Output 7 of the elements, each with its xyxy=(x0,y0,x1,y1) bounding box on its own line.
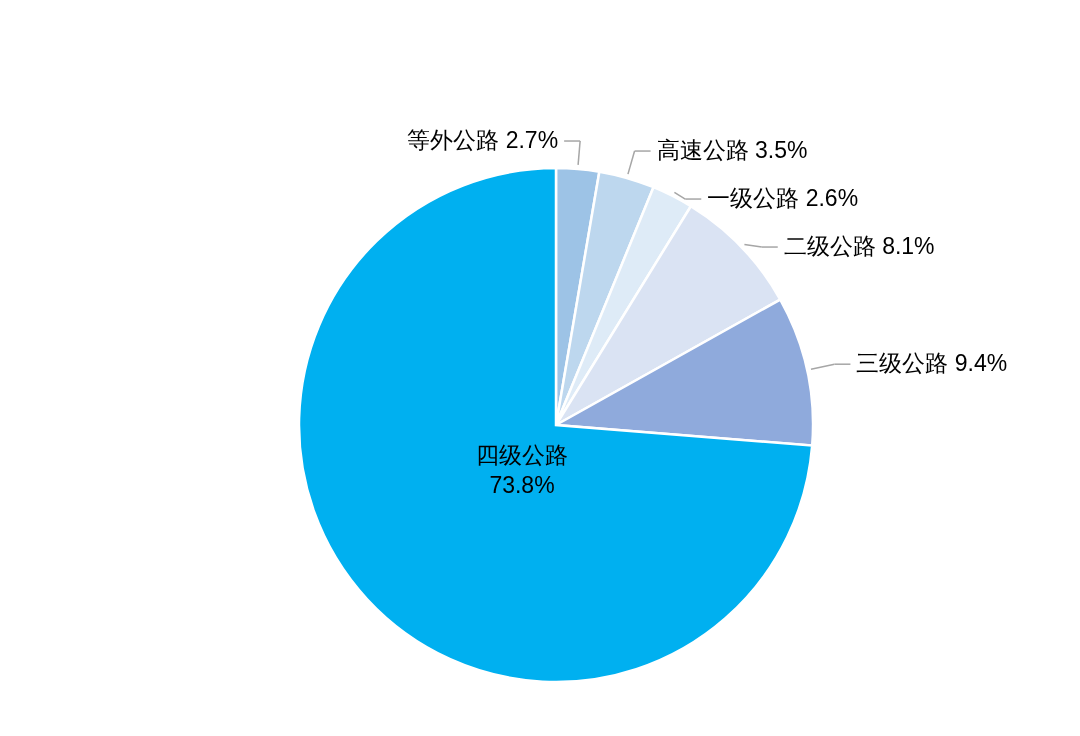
slice-label: 三级公路 9.4% xyxy=(856,350,1008,377)
slice-label: 一级公路 2.6% xyxy=(707,185,859,212)
slice-label: 四级公路 xyxy=(476,442,569,469)
slice-label: 二级公路 8.1% xyxy=(783,233,935,260)
data-label: 73.8% xyxy=(489,472,555,499)
slice-label: 等外公路 2.7% xyxy=(407,127,559,154)
slice-label: 高速公路 3.5% xyxy=(656,137,808,164)
